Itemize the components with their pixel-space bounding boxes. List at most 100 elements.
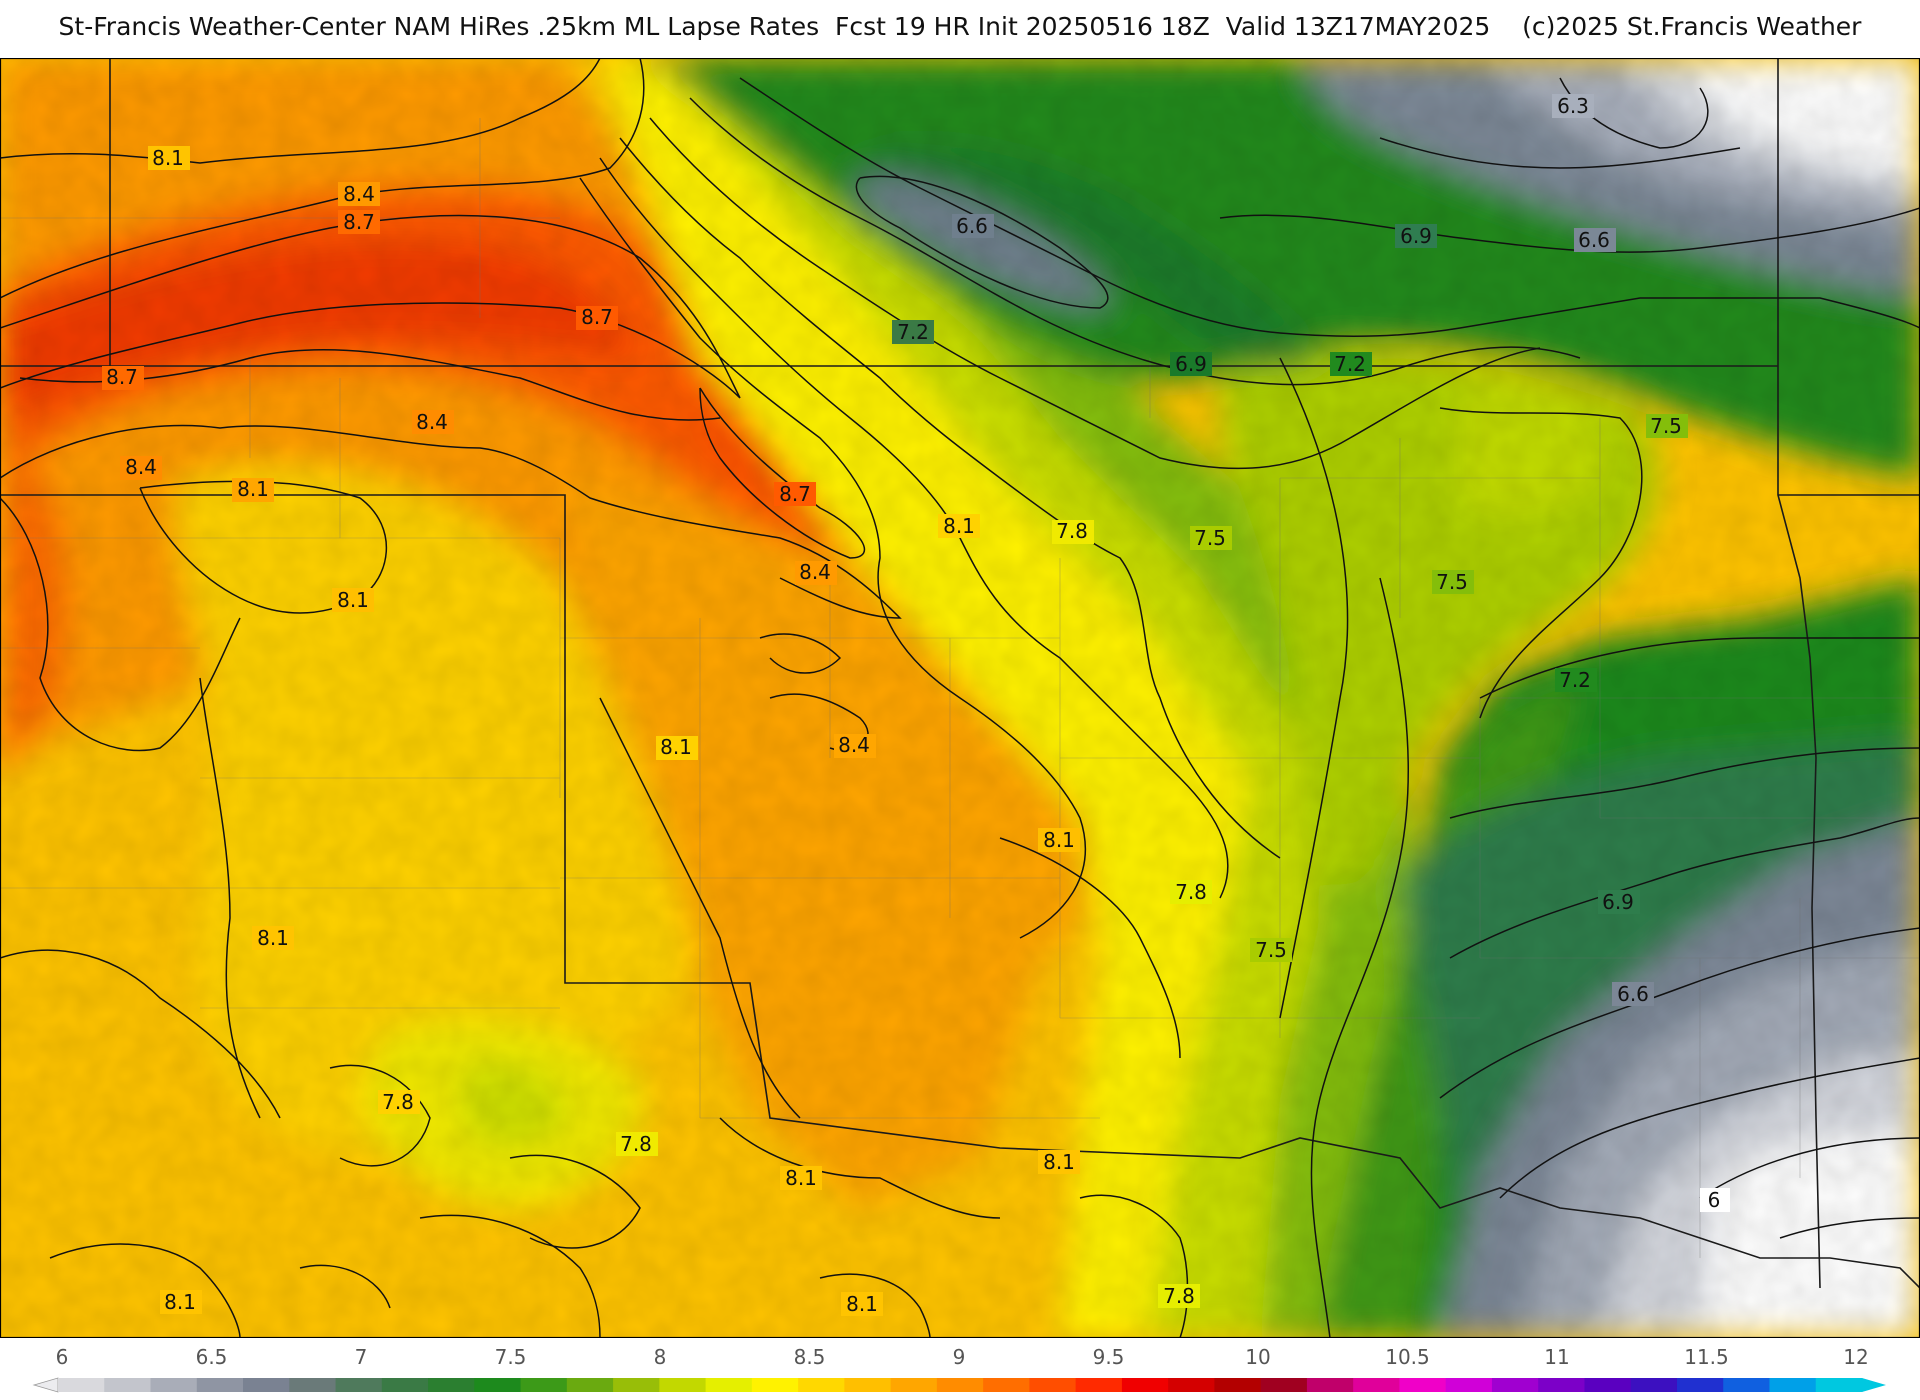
colorbar-swatch: [751, 1378, 799, 1392]
contour-label-text: 8.4: [838, 733, 870, 757]
colorbar-swatch: [1121, 1378, 1169, 1392]
contour-label: 8.1: [232, 477, 274, 502]
colorbar-swatch: [705, 1378, 753, 1392]
colorbar-tick-label: 8.5: [794, 1345, 826, 1369]
contour-label-text: 7.5: [1194, 526, 1226, 550]
contour-label-text: 7.2: [897, 320, 929, 344]
contour-label: 6.3: [1552, 94, 1594, 118]
contour-label: 7.2: [892, 320, 934, 344]
colorbar-swatch: [659, 1378, 707, 1392]
colorbar-swatch: [1399, 1378, 1447, 1392]
contour-label: 6.9: [1395, 224, 1437, 248]
colorbar-swatch: [1584, 1378, 1632, 1392]
contour-label: 7.8: [378, 1090, 420, 1114]
contour-label-text: 8.1: [785, 1166, 817, 1190]
colorbar-swatch: [474, 1378, 522, 1392]
colorbar-swatch: [1723, 1378, 1770, 1392]
contour-label: 8.4: [795, 560, 837, 585]
contour-label-text: 8.1: [943, 514, 975, 538]
contour-label-text: 8.1: [237, 477, 269, 501]
contour-label: 7.5: [1646, 414, 1688, 438]
colorbar-tick-label: 11: [1544, 1345, 1569, 1369]
contour-label-text: 7.5: [1436, 570, 1468, 594]
colorbar-tick-label: 11.5: [1684, 1345, 1729, 1369]
contour-label-text: 6.9: [1400, 224, 1432, 248]
colorbar-tick-label: 9: [953, 1345, 966, 1369]
contour-label-text: 8.1: [152, 146, 184, 170]
colorbar-swatch: [1445, 1378, 1493, 1392]
colorbar-tick-label: 7: [355, 1345, 368, 1369]
colorbar-swatches: [32, 1377, 1886, 1393]
contour-label: 7.5: [1250, 938, 1292, 962]
colorbar-swatch: [1029, 1378, 1077, 1392]
colorbar-swatch: [150, 1378, 198, 1392]
colorbar-tick-label: 10.5: [1385, 1345, 1430, 1369]
contour-label-text: 7.8: [1175, 880, 1207, 904]
shaded-field: [0, 58, 1920, 1338]
colorbar-swatch: [1306, 1378, 1354, 1392]
contour-label: 6.9: [1170, 352, 1212, 376]
contour-label: 8.1: [1038, 828, 1080, 852]
colorbar-swatch: [1491, 1378, 1539, 1392]
contour-label-text: 7.8: [1056, 519, 1088, 543]
contour-label-text: 6.6: [1578, 228, 1610, 252]
contour-label: 6.6: [1574, 228, 1616, 252]
colorbar-ticks: 6 6.5 7 7.5 8 8.5 9 9.5 10 10.5 11 11.5 12: [56, 1345, 1869, 1369]
lapse-rate-map: 8.1 8.4 8.7 8.7 8.7 8.4 8.4 8.1 8.1 8.7 …: [0, 58, 1920, 1338]
colorbar-swatch: [1168, 1378, 1215, 1392]
colorbar-swatch: [196, 1378, 244, 1392]
contour-label: 7.5: [1432, 570, 1474, 594]
contour-label: 8.7: [774, 482, 816, 506]
colorbar-swatch: [1769, 1378, 1817, 1392]
contour-label: 7.5: [1190, 526, 1232, 550]
colorbar-swatch: [798, 1378, 845, 1392]
contour-label-text: 8.1: [164, 1290, 196, 1314]
contour-label-text: 7.8: [620, 1132, 652, 1156]
contour-label: 8.1: [148, 146, 190, 170]
contour-label: 8.1: [1038, 1150, 1080, 1174]
contour-label-text: 6: [1708, 1188, 1721, 1212]
colorbar-tick-label: 7.5: [495, 1345, 527, 1369]
contour-label: 8.4: [120, 455, 162, 480]
colorbar-swatch: [613, 1378, 660, 1392]
contour-label: 7.8: [1052, 519, 1094, 544]
contour-label: 8.1: [252, 926, 294, 950]
contour-label: 7.8: [1158, 1284, 1200, 1308]
colorbar-swatch: [844, 1378, 892, 1392]
contour-label-text: 8.7: [779, 482, 811, 506]
contour-label-text: 8.7: [581, 305, 613, 329]
colorbar-max-arrow: [1862, 1378, 1886, 1392]
colorbar-tick-label: 6: [56, 1345, 69, 1369]
contour-label: 8.1: [160, 1290, 202, 1314]
contour-label-text: 8.4: [343, 182, 375, 206]
contour-label-text: 6.9: [1602, 890, 1634, 914]
colorbar-swatch: [428, 1378, 475, 1392]
colorbar-swatch: [1676, 1378, 1724, 1392]
colorbar-swatch: [1260, 1378, 1308, 1392]
contour-label-text: 8.1: [337, 588, 369, 612]
colorbar-tick-label: 12: [1843, 1345, 1868, 1369]
colorbar-tick-label: 9.5: [1093, 1345, 1125, 1369]
contour-label-text: 8.1: [660, 735, 692, 759]
contour-label-text: 8.1: [1043, 828, 1075, 852]
colorbar-swatch: [1538, 1378, 1585, 1392]
contour-label-text: 8.1: [1043, 1150, 1075, 1174]
contour-label: 7.2: [1555, 668, 1597, 692]
contour-label-text: 7.8: [1163, 1284, 1195, 1308]
colorbar-tick-label: 6.5: [196, 1345, 228, 1369]
contour-label: 8.1: [841, 1292, 883, 1316]
contour-label: 8.7: [102, 365, 144, 390]
colorbar-swatch: [243, 1378, 290, 1392]
colorbar-swatch: [104, 1378, 152, 1392]
contour-label-text: 8.7: [106, 365, 138, 389]
colorbar-swatch: [381, 1378, 429, 1392]
contour-label-text: 6.6: [956, 214, 988, 238]
colorbar-swatch: [890, 1378, 938, 1392]
contour-label: 8.1: [780, 1166, 822, 1190]
contour-label: 8.1: [332, 588, 374, 612]
contour-label: 8.4: [834, 733, 876, 758]
colorbar-swatch: [936, 1378, 984, 1392]
contour-label-text: 8.1: [846, 1292, 878, 1316]
contour-label-text: 6.6: [1617, 982, 1649, 1006]
colorbar-tick-label: 10: [1245, 1345, 1270, 1369]
